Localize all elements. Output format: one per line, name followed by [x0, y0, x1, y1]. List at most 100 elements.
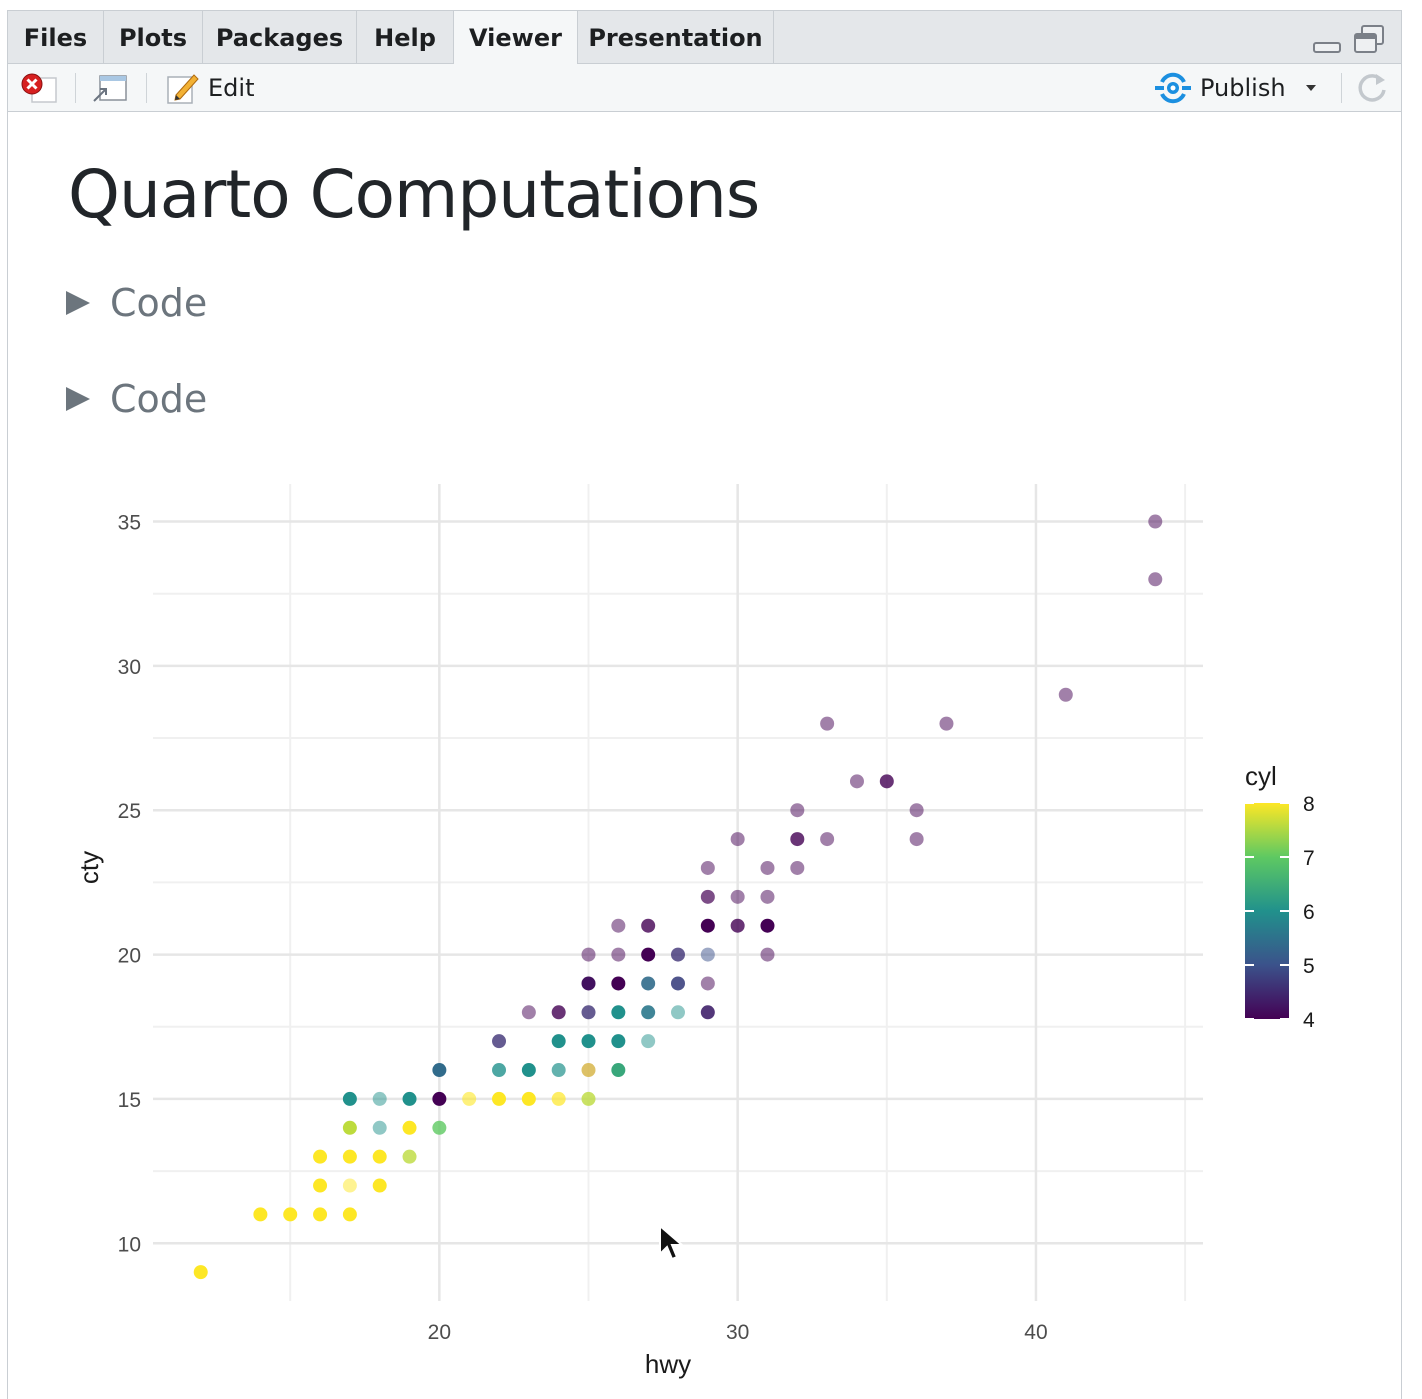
data-point — [342, 1120, 357, 1135]
data-point — [551, 1091, 566, 1106]
disclosure-triangle-icon — [66, 387, 90, 411]
x-axis-label: hwy — [645, 1349, 691, 1379]
data-point — [879, 774, 894, 789]
legend-title: cyl — [1245, 761, 1277, 791]
data-point — [790, 832, 805, 847]
data-point — [521, 1091, 536, 1106]
stop-button[interactable] — [18, 64, 60, 112]
data-point — [342, 1207, 357, 1222]
data-point — [700, 860, 715, 875]
data-point — [730, 918, 745, 933]
data-point — [611, 976, 626, 991]
data-point — [313, 1149, 328, 1164]
y-tick-label: 20 — [118, 945, 141, 968]
data-point — [760, 918, 775, 933]
edit-label: Edit — [208, 74, 255, 102]
tab-help[interactable]: Help — [357, 11, 454, 64]
data-point — [700, 947, 715, 962]
data-point — [402, 1120, 417, 1135]
color-legend: cyl 4 5 6 7 8 — [1245, 761, 1315, 1032]
data-point — [372, 1178, 387, 1193]
data-point — [849, 774, 864, 789]
data-point — [611, 1034, 626, 1049]
data-point — [700, 889, 715, 904]
legend-tick-label: 4 — [1303, 1009, 1315, 1032]
code-fold-toggle[interactable]: Code — [66, 377, 207, 421]
minimize-icon[interactable] — [1312, 25, 1342, 60]
refresh-button[interactable] — [1354, 64, 1390, 112]
data-point — [342, 1178, 357, 1193]
y-tick-label: 30 — [118, 656, 141, 679]
data-point — [372, 1120, 387, 1135]
data-point — [551, 1063, 566, 1078]
data-point — [671, 976, 685, 991]
data-point — [581, 1063, 596, 1078]
data-point — [551, 1034, 566, 1049]
data-point — [760, 860, 775, 875]
y-tick-label: 35 — [118, 512, 141, 535]
toolbar-separator — [146, 73, 147, 103]
data-point — [1148, 514, 1163, 529]
publish-label: Publish — [1200, 74, 1286, 102]
data-point — [671, 947, 685, 962]
y-tick-label: 15 — [118, 1089, 141, 1112]
publish-button[interactable]: Publish — [1154, 64, 1322, 112]
tab-viewer[interactable]: Viewer — [454, 11, 578, 65]
data-point — [313, 1207, 328, 1222]
edit-button[interactable]: Edit — [166, 64, 254, 112]
data-point — [342, 1149, 357, 1164]
data-point — [581, 1005, 596, 1020]
data-point — [820, 832, 835, 847]
x-tick-labels: 20 30 40 — [428, 1321, 1048, 1344]
show-in-new-window-button[interactable] — [90, 64, 130, 112]
data-point — [402, 1091, 417, 1106]
show-in-new-window-icon — [93, 75, 127, 102]
code-fold-label: Code — [110, 377, 208, 421]
data-point — [700, 1005, 715, 1020]
data-point — [193, 1265, 208, 1280]
viewer-pane: Files Plots Packages Help Viewer Present… — [7, 10, 1402, 1399]
data-points — [193, 514, 1163, 1280]
data-point — [1058, 687, 1073, 702]
tab-plots[interactable]: Plots — [104, 11, 203, 64]
data-point — [1148, 572, 1163, 587]
x-tick-label: 20 — [428, 1321, 451, 1344]
data-point — [492, 1034, 507, 1049]
data-point — [641, 976, 656, 991]
code-fold-label: Code — [110, 281, 208, 325]
data-point — [939, 716, 954, 731]
caret-down-icon[interactable] — [1286, 78, 1322, 98]
disclosure-triangle-icon — [66, 291, 90, 315]
pane-tab-bar: Files Plots Packages Help Viewer Present… — [8, 11, 1401, 65]
code-fold-toggle[interactable]: Code — [66, 281, 207, 325]
data-point — [432, 1063, 447, 1078]
tab-presentation[interactable]: Presentation — [578, 11, 774, 64]
data-point — [521, 1005, 536, 1020]
tab-files[interactable]: Files — [8, 11, 104, 64]
data-point — [611, 947, 626, 962]
edit-pencil-icon — [167, 74, 199, 104]
data-point — [790, 803, 805, 818]
data-point — [760, 947, 775, 962]
data-point — [611, 1005, 626, 1020]
toolbar-separator — [75, 73, 76, 103]
data-point — [342, 1091, 357, 1106]
data-point — [581, 976, 596, 991]
data-point — [730, 889, 745, 904]
data-point — [372, 1091, 387, 1106]
tab-packages[interactable]: Packages — [203, 11, 357, 64]
data-point — [611, 918, 626, 933]
restore-icon[interactable] — [1352, 23, 1386, 62]
stop-icon — [21, 73, 57, 103]
page-title: Quarto Computations — [68, 156, 760, 233]
data-point — [700, 976, 715, 991]
legend-tick-label: 8 — [1303, 793, 1315, 816]
data-point — [760, 889, 775, 904]
data-point — [581, 947, 596, 962]
data-point — [790, 860, 805, 875]
data-point — [641, 918, 656, 933]
data-point — [372, 1149, 387, 1164]
data-point — [671, 1005, 685, 1020]
y-tick-labels: 10 15 20 25 30 35 — [118, 512, 141, 1257]
data-point — [521, 1063, 536, 1078]
